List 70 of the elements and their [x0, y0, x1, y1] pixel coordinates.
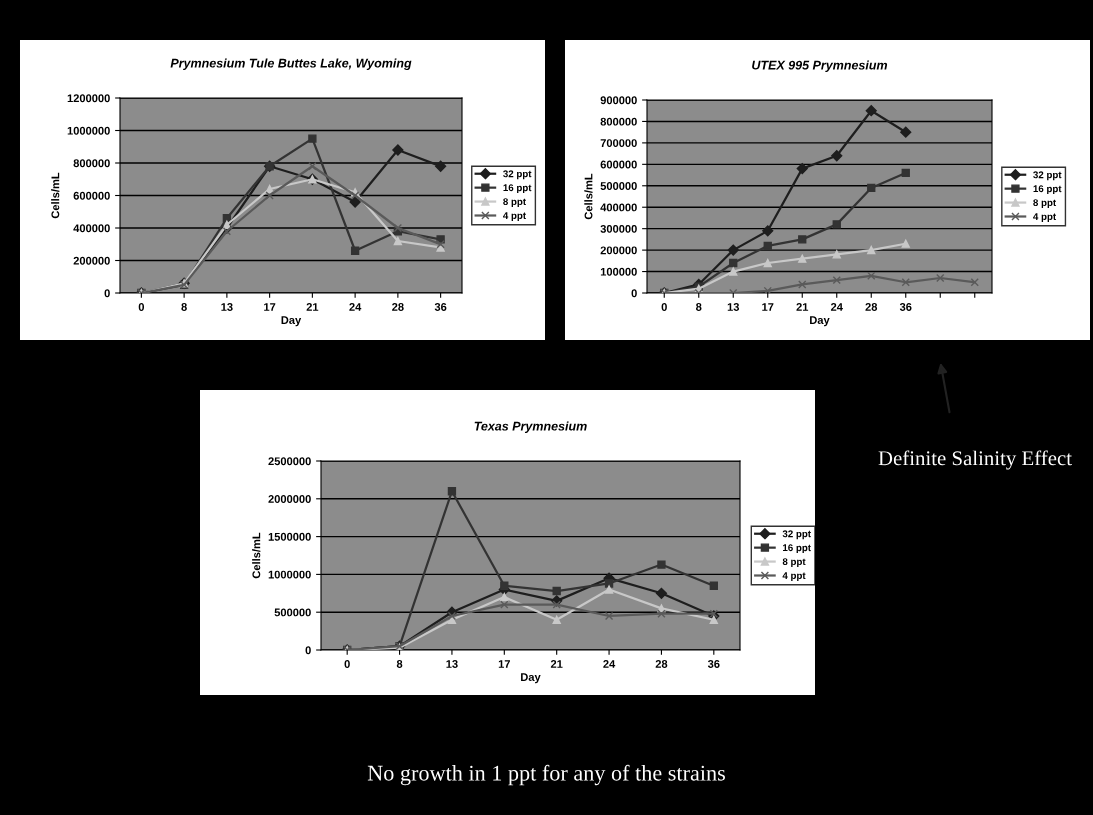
- y-tick-label: 0: [104, 289, 110, 298]
- legend-label: 4 ppt: [503, 212, 526, 221]
- y-tick-label: 0: [631, 289, 637, 298]
- y-tick-label: 700000: [600, 139, 637, 148]
- y-tick-label: 500000: [274, 608, 311, 617]
- y-tick-label: 800000: [600, 117, 637, 126]
- x-tick-label: 24: [349, 303, 362, 311]
- legend-label: 8 ppt: [503, 198, 526, 207]
- y-tick-label: 1500000: [268, 532, 311, 541]
- x-tick-label: 36: [434, 303, 447, 311]
- legend-label: 32 ppt: [782, 530, 811, 540]
- legend-label: 16 ppt: [503, 184, 532, 194]
- y-tick-label: 900000: [600, 96, 637, 105]
- x-tick-label: 0: [138, 303, 145, 311]
- y-tick-label: 100000: [600, 267, 637, 276]
- x-tick-label: 36: [707, 660, 720, 668]
- x-axis-title: Day: [810, 316, 830, 327]
- x-axis-title: Day: [521, 673, 541, 684]
- y-tick-label: 1000000: [268, 570, 311, 579]
- y-tick-label: 600000: [73, 191, 110, 200]
- y-tick-label: 200000: [600, 246, 637, 255]
- chart-title: Texas Prymnesium: [474, 421, 587, 434]
- x-tick-label: 0: [661, 303, 667, 311]
- legend-label: 16 ppt: [1033, 185, 1062, 195]
- y-tick-label: 1000000: [67, 126, 110, 135]
- legend-label: 4 ppt: [1033, 213, 1057, 222]
- text: No growth in 1 ppt for any of the strains: [367, 764, 725, 786]
- x-tick-label: 21: [796, 303, 809, 311]
- y-tick-label: 500000: [600, 182, 637, 190]
- legend-label: 8 ppt: [782, 558, 806, 567]
- y-tick-label: 2500000: [268, 457, 311, 466]
- legend-label: 8 ppt: [1033, 199, 1057, 208]
- y-tick-label: 200000: [73, 256, 110, 265]
- text: Definite Salinity Effect: [878, 450, 1072, 470]
- x-tick-label: 0: [344, 660, 350, 668]
- x-tick-label: 17: [762, 303, 774, 311]
- y-tick-label: 600000: [600, 160, 637, 169]
- legend-label: 32 ppt: [1033, 171, 1062, 181]
- x-tick-label: 13: [727, 303, 740, 311]
- legend-label: 16 ppt: [783, 544, 811, 554]
- chart-title: Prymnesium Tule Buttes Lake, Wyoming: [170, 58, 412, 71]
- y-tick-label: 300000: [600, 224, 637, 233]
- y-axis-title: Cells/mL: [252, 532, 261, 579]
- x-axis-title: Day: [281, 316, 302, 327]
- chart-title: UTEX 995 Prymnesium: [752, 60, 888, 73]
- y-tick-label: 2000000: [268, 495, 311, 503]
- x-tick-label: 13: [221, 303, 233, 311]
- x-tick-label: 8: [696, 303, 702, 311]
- x-tick-label: 24: [603, 660, 616, 668]
- y-tick-label: 400000: [600, 203, 637, 212]
- x-tick-label: 8: [181, 303, 187, 311]
- x-tick-label: 21: [306, 303, 319, 311]
- y-tick-label: 800000: [73, 159, 110, 168]
- x-tick-label: 8: [396, 660, 403, 668]
- x-tick-label: 13: [446, 660, 458, 668]
- x-tick-label: 28: [655, 660, 668, 668]
- legend-label: 32 ppt: [503, 170, 532, 180]
- y-axis-title: Cells/mL: [51, 172, 60, 219]
- x-tick-label: 17: [498, 660, 510, 668]
- y-axis-title: Cells/mL: [584, 173, 593, 220]
- x-tick-label: 28: [865, 303, 878, 311]
- x-tick-label: 17: [264, 303, 276, 311]
- x-tick-label: 28: [392, 303, 404, 311]
- x-tick-label: 24: [830, 303, 843, 311]
- y-tick-label: 1200000: [67, 94, 110, 103]
- x-tick-label: 21: [550, 660, 563, 668]
- y-tick-label: 400000: [73, 224, 110, 233]
- x-tick-label: 36: [899, 303, 912, 311]
- y-tick-label: 0: [305, 646, 311, 655]
- legend-label: 4 ppt: [782, 572, 806, 581]
